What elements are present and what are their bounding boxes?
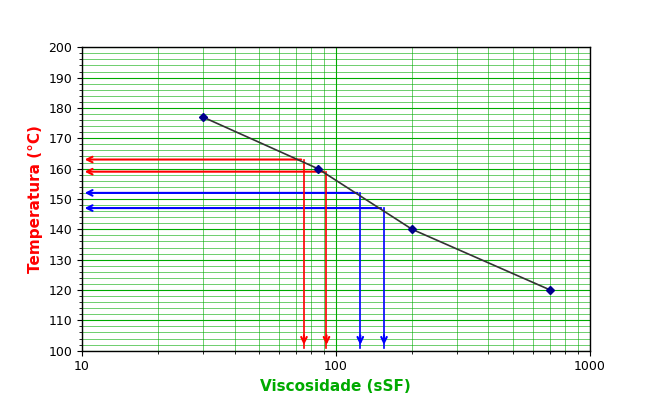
Y-axis label: Temperatura (°C): Temperatura (°C): [28, 125, 43, 273]
X-axis label: Viscosidade (sSF): Viscosidade (sSF): [260, 379, 411, 394]
